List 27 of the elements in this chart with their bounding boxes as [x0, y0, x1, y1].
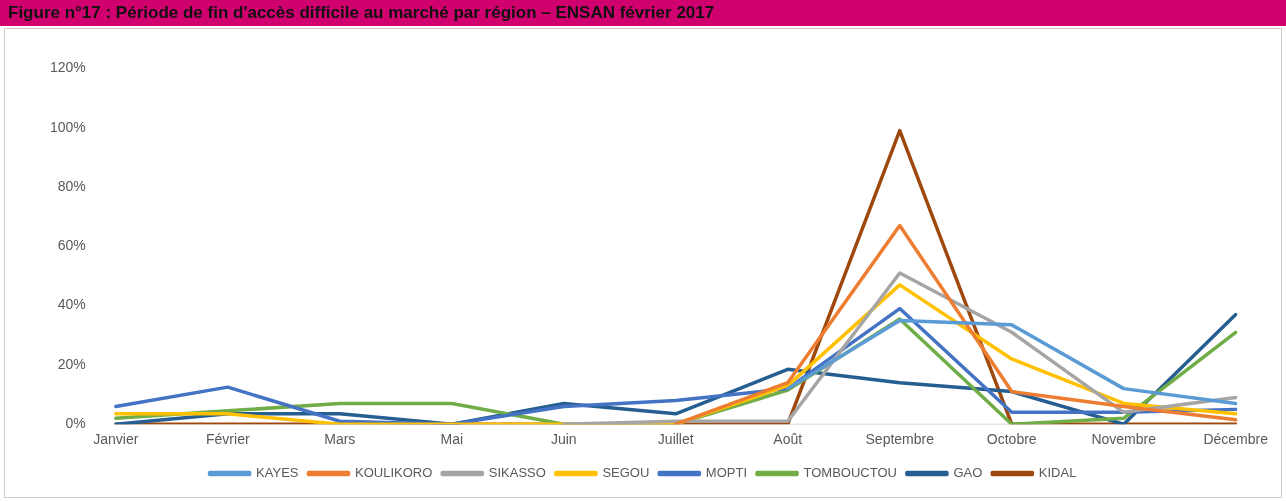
- x-tick-label: Janvier: [93, 431, 139, 448]
- x-tick-label: Août: [773, 431, 803, 448]
- y-tick-label: 80%: [57, 177, 86, 194]
- legend-label: GAO: [953, 465, 983, 481]
- chart-title: Figure n°17 : Période de fin d'accès difficile au marché par région – ENSAN février 2017: [0, 0, 1286, 26]
- y-tick-label: 120%: [49, 59, 86, 76]
- x-tick-label: Juillet: [657, 431, 694, 448]
- x-tick-label: Mai: [440, 431, 464, 448]
- legend-label: SEGOU: [602, 465, 650, 481]
- x-tick-label: Mars: [324, 431, 356, 448]
- legend-label: KAYES: [256, 465, 299, 481]
- x-tick-label: Octobre: [986, 431, 1037, 448]
- x-tick-label: Novembre: [1091, 431, 1157, 448]
- y-tick-label: 100%: [49, 118, 86, 135]
- x-tick-label: Septembre: [865, 431, 935, 448]
- legend-label: KOULIKORO: [355, 465, 433, 481]
- legend-label: KIDAL: [1038, 465, 1077, 481]
- legend-label: SIKASSO: [488, 465, 546, 481]
- y-tick-label: 60%: [57, 237, 86, 254]
- x-tick-label: Juin: [550, 431, 577, 448]
- x-tick-label: Février: [206, 431, 250, 448]
- y-tick-label: 20%: [57, 355, 86, 372]
- x-tick-label: Décembre: [1203, 431, 1269, 448]
- legend-label: TOMBOUCTOU: [803, 465, 897, 481]
- y-tick-label: 40%: [57, 296, 86, 313]
- y-tick-label: 0%: [65, 415, 86, 432]
- legend-label: MOPTI: [705, 465, 748, 481]
